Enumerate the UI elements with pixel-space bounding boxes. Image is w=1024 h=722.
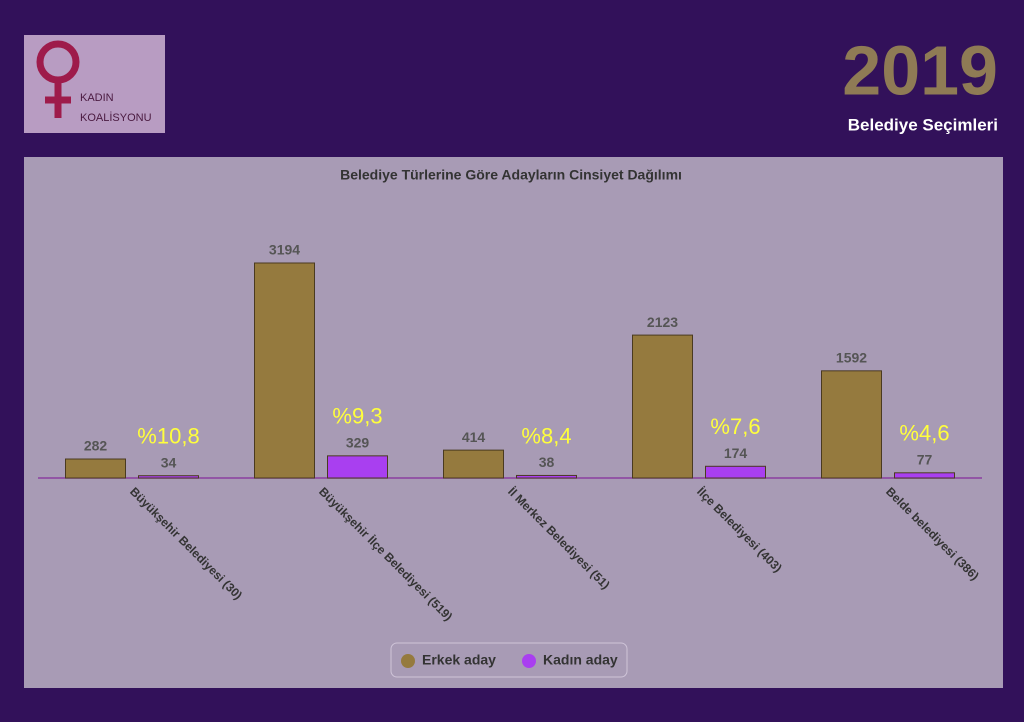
percent-annotation: %4,6 xyxy=(899,421,949,446)
value-label: 1592 xyxy=(836,350,867,366)
percent-annotation: %10,8 xyxy=(137,424,199,449)
bar xyxy=(254,262,315,479)
legend-marker xyxy=(401,654,415,668)
percent-annotation: %8,4 xyxy=(521,423,571,448)
chart-title: Belediye Türlerine Göre Adayların Cinsiy… xyxy=(340,167,682,183)
percent-annotation: %7,6 xyxy=(710,414,760,439)
percent-annotation: %9,3 xyxy=(332,404,382,429)
value-label: 174 xyxy=(724,445,748,461)
bar xyxy=(632,334,693,479)
value-label: 3194 xyxy=(269,242,300,258)
logo-text: KOALİSYONU xyxy=(80,111,152,124)
bar xyxy=(705,465,766,479)
value-label: 34 xyxy=(161,454,177,470)
logo-text: KADIN xyxy=(80,92,114,104)
legend-label: Kadın aday xyxy=(543,652,618,668)
bar xyxy=(516,474,577,479)
bar xyxy=(894,472,955,479)
legend-marker xyxy=(522,654,536,668)
value-label: 282 xyxy=(84,438,108,454)
bar xyxy=(138,475,199,479)
year: 2019 xyxy=(842,31,998,109)
bar xyxy=(65,458,126,479)
legend-label: Erkek aday xyxy=(422,652,496,668)
subtitle: Belediye Seçimleri xyxy=(848,115,998,134)
value-label: 414 xyxy=(462,429,486,445)
value-label: 38 xyxy=(539,454,555,470)
value-label: 77 xyxy=(917,452,933,468)
bar xyxy=(327,455,388,479)
value-label: 329 xyxy=(346,435,370,451)
legend-box xyxy=(390,642,628,678)
value-label: 2123 xyxy=(647,314,678,330)
bar xyxy=(443,449,504,479)
logo-symbol xyxy=(36,40,80,118)
bar xyxy=(821,370,882,479)
